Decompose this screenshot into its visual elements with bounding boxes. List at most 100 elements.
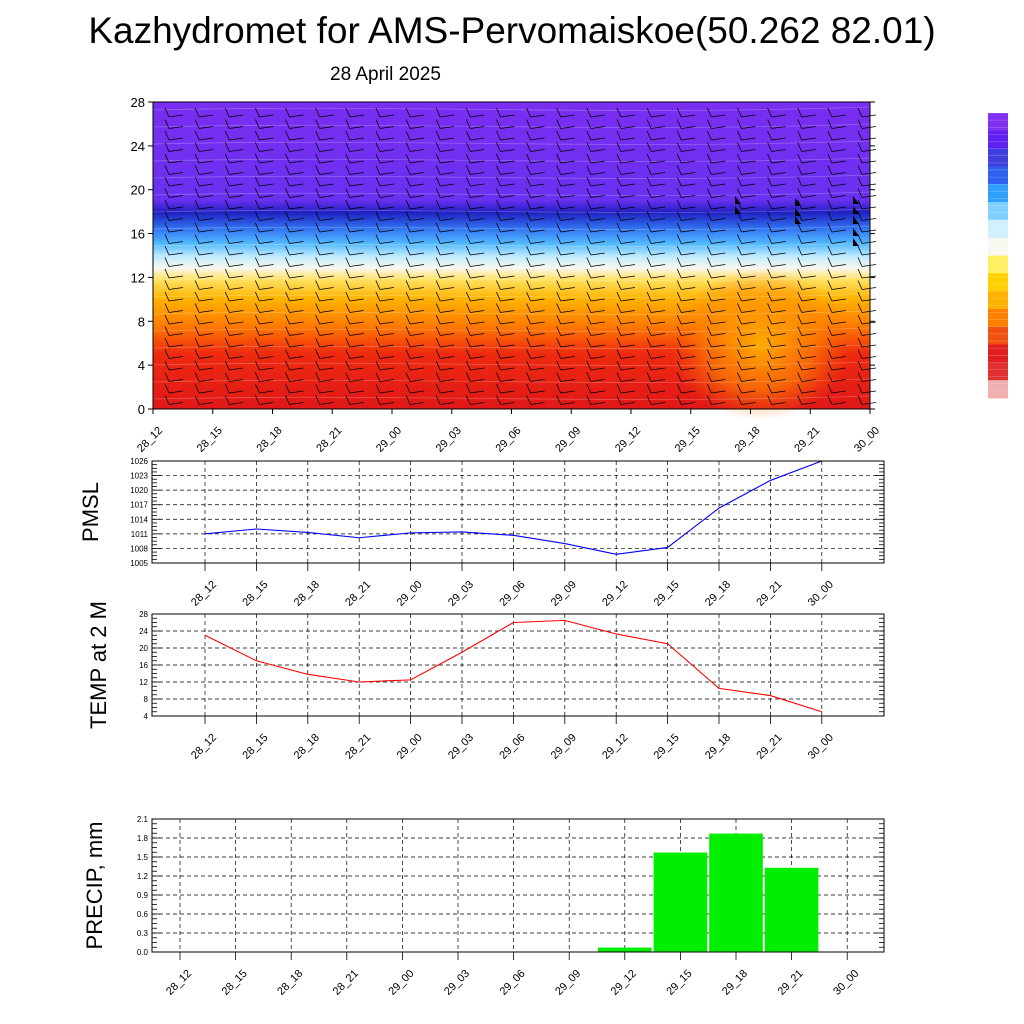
wind-barb-flag (319, 379, 334, 382)
wind-barb-flag (500, 160, 515, 164)
wind-barb (315, 349, 321, 359)
wind-barb (526, 245, 531, 256)
wind-barb (857, 188, 863, 198)
wind-barb-flag (259, 183, 274, 187)
x-tick-label: 28_18 (255, 425, 285, 455)
wind-barb-flag (651, 298, 666, 302)
wind-barb (345, 280, 351, 290)
wind-barb-flag (379, 195, 394, 198)
wind-barb-flag (440, 218, 455, 221)
wind-barb (435, 153, 441, 164)
wind-barb (857, 268, 863, 279)
wind-barb-flag (319, 333, 334, 336)
wind-barb-flag (349, 126, 364, 129)
wind-barb-flag (409, 275, 425, 279)
x-tick-label: 29_00 (374, 425, 404, 455)
wind-barb (556, 234, 562, 244)
x-tick-label: 29_03 (434, 425, 464, 455)
wind-barb-flag (831, 310, 846, 313)
wind-barb (164, 383, 170, 394)
wind-barb (737, 176, 742, 187)
wind-barb-flag (470, 310, 485, 313)
wind-barb (194, 383, 200, 394)
wind-barb-flag (681, 275, 696, 279)
wind-barb-flag (319, 126, 334, 129)
wind-barb-flag (560, 172, 575, 175)
wind-barb (435, 349, 441, 359)
wind-barb-flag (620, 321, 636, 325)
wind-barb (857, 142, 863, 152)
wind-barb (706, 211, 712, 221)
wind-barb (315, 245, 321, 256)
wind-barb (616, 107, 622, 118)
wind-barb-flag (651, 333, 666, 336)
wind-barb-flag (620, 206, 636, 210)
wind-barb-flag (801, 264, 816, 267)
wind-barb-flag (801, 390, 816, 394)
wind-barb (465, 234, 471, 244)
wind-barb (285, 314, 290, 325)
wind-barb-flag (500, 333, 515, 336)
x-tick-label: 29_03 (446, 732, 476, 762)
wind-barb (194, 188, 200, 198)
wind-barb-flag (229, 195, 244, 198)
colorbar-swatch (988, 130, 1008, 150)
wind-barb (465, 153, 471, 164)
wind-barb-flag (349, 402, 364, 405)
wind-barb (556, 326, 562, 336)
wind-barb-flag (801, 195, 816, 198)
wind-barb (435, 142, 441, 152)
wind-barb (164, 337, 170, 348)
wind-barb (496, 303, 501, 313)
wind-barb (465, 326, 471, 336)
wind-barb (646, 234, 652, 244)
wind-barb-flag (229, 206, 244, 210)
wind-barb (435, 211, 441, 221)
wind-barb-flag (500, 390, 515, 394)
wind-barb (465, 395, 471, 405)
wind-barb (345, 188, 351, 198)
wind-barb-flag (711, 252, 726, 256)
wind-barb (556, 119, 562, 129)
wind-barb-flag (651, 149, 666, 152)
wind-barb-flag (620, 114, 636, 118)
wind-barb-flag (530, 126, 545, 129)
wind-barb (737, 360, 742, 371)
wind-barb-flag (771, 252, 786, 256)
wind-barb (194, 280, 200, 290)
wind-barb-flag (409, 229, 425, 233)
wind-barb-flag (289, 275, 304, 279)
wind-barb (224, 153, 230, 164)
wind-barb (616, 280, 622, 290)
wind-barb-flag (289, 287, 304, 290)
wind-barb-flag (771, 229, 786, 233)
wind-barb-flag (590, 229, 605, 233)
wind-pennant (853, 196, 859, 204)
wind-barb-flag (771, 195, 786, 198)
wind-barb-flag (500, 367, 515, 371)
wind-barb-flag (440, 275, 455, 279)
wind-barb (706, 165, 712, 175)
wind-barb-flag (651, 195, 666, 198)
wind-barb-flag (470, 344, 485, 348)
wind-barb-flag (259, 206, 274, 210)
wind-barb-flag (409, 160, 425, 164)
wind-barb-flag (831, 241, 846, 244)
y-tick-label: 1014 (130, 515, 148, 524)
wind-barb (857, 130, 863, 141)
wind-barb-flag (319, 402, 334, 405)
wind-barb (345, 142, 351, 152)
wind-barb-flag (771, 275, 786, 279)
wind-barb-flag (681, 183, 696, 187)
wind-barb (737, 245, 742, 256)
wind-barb (737, 234, 742, 244)
wind-barb-flag (349, 149, 364, 152)
wind-barb (616, 383, 622, 394)
wind-barb (827, 268, 833, 279)
wind-barb (737, 280, 742, 290)
wind-barb-flag (500, 206, 515, 210)
wind-barb-flag (168, 126, 184, 129)
wind-barb-flag (289, 149, 304, 152)
wind-barb (375, 314, 381, 325)
x-tick-label: 28_15 (240, 579, 270, 609)
